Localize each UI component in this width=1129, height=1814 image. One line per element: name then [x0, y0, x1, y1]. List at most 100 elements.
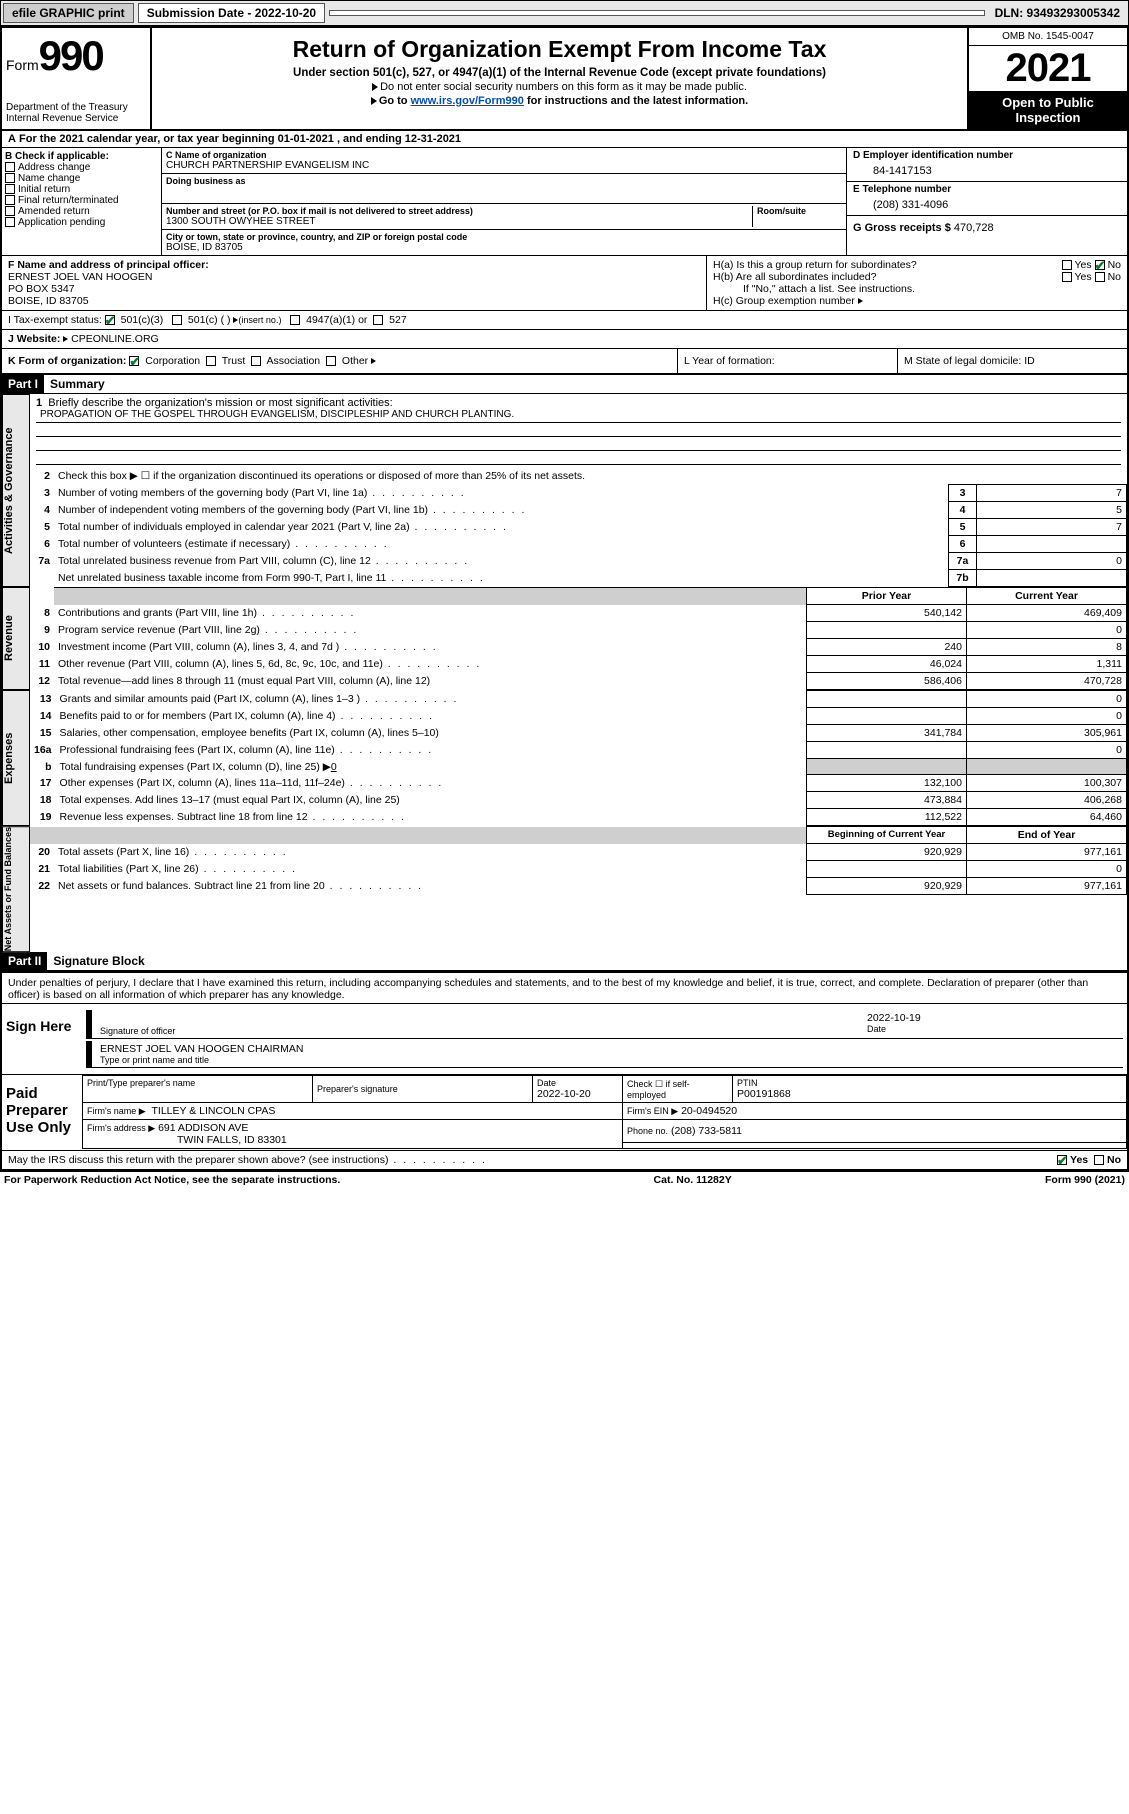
- checkbox-final-return[interactable]: [5, 195, 15, 205]
- footer-mid: Cat. No. 11282Y: [654, 1174, 732, 1186]
- section-j: J Website: CPEONLINE.ORG: [2, 330, 1127, 349]
- form-title: Return of Organization Exempt From Incom…: [160, 36, 959, 63]
- hb-label: H(b) Are all subordinates included?: [713, 271, 876, 283]
- part2-header: Part II Signature Block: [2, 952, 1127, 971]
- checkbox-initial-return[interactable]: [5, 184, 15, 194]
- ein-label: D Employer identification number: [853, 150, 1121, 161]
- phone: (208) 331-4096: [853, 195, 1121, 213]
- side-netassets: Net Assets or Fund Balances: [2, 826, 30, 952]
- discuss-no[interactable]: [1094, 1155, 1104, 1165]
- checkbox-name-change[interactable]: [5, 173, 15, 183]
- col-de: D Employer identification number 84-1417…: [847, 148, 1127, 255]
- department: Department of the Treasury Internal Reve…: [6, 102, 146, 124]
- sig-officer-label: Signature of officer: [100, 1026, 859, 1036]
- section-klm: K Form of organization: Corporation Trus…: [2, 349, 1127, 375]
- form-org-label: K Form of organization:: [8, 355, 126, 367]
- open-public: Open to Public Inspection: [969, 91, 1127, 129]
- chk-assoc[interactable]: [251, 356, 261, 366]
- side-revenue: Revenue: [2, 587, 30, 690]
- ha-yes[interactable]: [1062, 260, 1072, 270]
- triangle-icon: [372, 83, 378, 91]
- dba-label: Doing business as: [166, 176, 842, 186]
- section-i: I Tax-exempt status: 501(c)(3) 501(c) ( …: [2, 311, 1127, 330]
- sign-here-label: Sign Here: [2, 1004, 82, 1074]
- triangle-icon: [858, 298, 863, 304]
- chk-527[interactable]: [373, 315, 383, 325]
- tax-year: 2021: [969, 46, 1127, 91]
- hb-note: If "No," attach a list. See instructions…: [713, 283, 1121, 295]
- officer-name: ERNEST JOEL VAN HOOGEN: [8, 271, 700, 283]
- hc-label: H(c) Group exemption number: [713, 295, 855, 307]
- gross-receipts-label: G Gross receipts $: [853, 222, 951, 234]
- gov-table: 2Check this box ▶ ☐ if the organization …: [30, 468, 1127, 587]
- box-m: M State of legal domicile: ID: [897, 349, 1127, 373]
- street: 1300 SOUTH OWYHEE STREET: [166, 216, 752, 227]
- section-fh: F Name and address of principal officer:…: [2, 256, 1127, 311]
- omb-number: OMB No. 1545-0047: [969, 28, 1127, 46]
- topbar: efile GRAPHIC print Submission Date - 20…: [0, 0, 1129, 26]
- chk-trust[interactable]: [206, 356, 216, 366]
- phone-label: E Telephone number: [853, 184, 1121, 195]
- box-c: C Name of organization CHURCH PARTNERSHI…: [162, 148, 847, 255]
- hb-no[interactable]: [1095, 272, 1105, 282]
- submission-date: Submission Date - 2022-10-20: [138, 3, 325, 23]
- officer-addr1: PO BOX 5347: [8, 283, 700, 295]
- org-name: CHURCH PARTNERSHIP EVANGELISM INC: [166, 160, 842, 171]
- header-right: OMB No. 1545-0047 2021 Open to Public In…: [967, 28, 1127, 129]
- discuss-yes[interactable]: [1057, 1155, 1067, 1165]
- city-label: City or town, state or province, country…: [166, 232, 842, 242]
- firm-name: TILLEY & LINCOLN CPAS: [152, 1105, 276, 1117]
- part1-header: Part I Summary: [2, 375, 1127, 394]
- footer: For Paperwork Reduction Act Notice, see …: [0, 1171, 1129, 1188]
- org-name-label: C Name of organization: [166, 150, 842, 160]
- activities-governance: Activities & Governance 1 Briefly descri…: [2, 394, 1127, 587]
- street-label: Number and street (or P.O. box if mail i…: [166, 206, 752, 216]
- mission: PROPAGATION OF THE GOSPEL THROUGH EVANGE…: [36, 409, 1121, 423]
- tax-status-label: I Tax-exempt status:: [8, 314, 102, 326]
- box-b: B Check if applicable: Address change Na…: [2, 148, 162, 255]
- hb-yes[interactable]: [1062, 272, 1072, 282]
- ein: 84-1417153: [853, 161, 1121, 179]
- box-h: H(a) Is this a group return for subordin…: [707, 256, 1127, 310]
- ha-no[interactable]: [1095, 260, 1105, 270]
- perjury-statement: Under penalties of perjury, I declare th…: [2, 975, 1127, 1003]
- form-subtitle: Under section 501(c), 527, or 4947(a)(1)…: [160, 67, 959, 79]
- preparer-table: Print/Type preparer's name Preparer's si…: [82, 1075, 1127, 1149]
- triangle-icon: [371, 97, 377, 105]
- header-left: Form990 Department of the Treasury Inter…: [2, 28, 152, 129]
- chk-4947[interactable]: [290, 315, 300, 325]
- efile-print-button[interactable]: efile GRAPHIC print: [3, 3, 134, 23]
- irs-link[interactable]: www.irs.gov/Form990: [411, 95, 524, 107]
- revenue-section: Revenue Prior YearCurrent Year 8Contribu…: [2, 587, 1127, 690]
- form-note-1: Do not enter social security numbers on …: [160, 81, 959, 93]
- discuss-label: May the IRS discuss this return with the…: [8, 1154, 1057, 1166]
- side-activities: Activities & Governance: [2, 394, 30, 587]
- box-b-label: B Check if applicable:: [5, 151, 158, 162]
- side-expenses: Expenses: [2, 690, 30, 826]
- checkbox-address-change[interactable]: [5, 162, 15, 172]
- footer-right: Form 990 (2021): [1045, 1174, 1125, 1186]
- dln: DLN: 93493293005342: [987, 4, 1128, 22]
- netassets-section: Net Assets or Fund Balances Beginning of…: [2, 826, 1127, 952]
- checkbox-amended[interactable]: [5, 206, 15, 216]
- form-header: Form990 Department of the Treasury Inter…: [2, 28, 1127, 131]
- signature-section: Under penalties of perjury, I declare th…: [2, 971, 1127, 1169]
- chk-corp[interactable]: [129, 356, 139, 366]
- form-note-2: Go to www.irs.gov/Form990 for instructio…: [160, 95, 959, 107]
- sig-date: 2022-10-19: [867, 1012, 1119, 1024]
- form-container: Form990 Department of the Treasury Inter…: [0, 26, 1129, 1171]
- chk-501c3[interactable]: [105, 315, 115, 325]
- section-bcdeg: B Check if applicable: Address change Na…: [2, 148, 1127, 256]
- checkbox-app-pending[interactable]: [5, 217, 15, 227]
- chk-other[interactable]: [326, 356, 336, 366]
- officer-addr2: BOISE, ID 83705: [8, 295, 700, 307]
- firm-ein: 20-0494520: [681, 1105, 737, 1117]
- chk-501c[interactable]: [172, 315, 182, 325]
- form-prefix: Form: [6, 57, 39, 73]
- form-number: 990: [39, 32, 103, 79]
- paid-preparer-label: Paid Preparer Use Only: [2, 1075, 82, 1150]
- gross-receipts: 470,728: [954, 222, 994, 234]
- room-label: Room/suite: [757, 206, 842, 216]
- topbar-blank: [329, 10, 984, 16]
- box-f: F Name and address of principal officer:…: [2, 256, 707, 310]
